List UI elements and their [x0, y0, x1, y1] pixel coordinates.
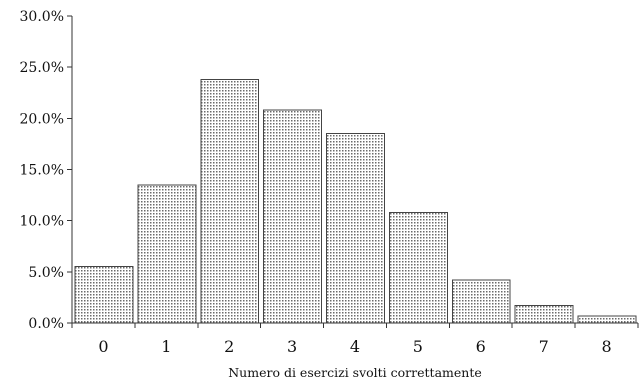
- x-tick-label-2: 2: [224, 337, 234, 356]
- x-tick-label-1: 1: [161, 337, 171, 356]
- bar-0: [74, 266, 134, 324]
- y-tick-label: 25.0%: [20, 60, 64, 76]
- y-tick-label: 15.0%: [20, 163, 64, 179]
- y-tick-label: 5.0%: [28, 265, 64, 281]
- bar-3: [263, 109, 323, 324]
- bar-8: [577, 315, 637, 324]
- y-tick-label: 30.0%: [20, 9, 64, 25]
- bar-6: [451, 279, 511, 324]
- y-tick-label: 10.0%: [20, 214, 64, 230]
- x-axis-ticks: 0 1 2 3 4 5 6 7 8: [71, 323, 639, 356]
- bar-4: [326, 133, 385, 324]
- x-tick-label-6: 6: [476, 337, 486, 356]
- x-tick-label-3: 3: [287, 337, 297, 356]
- bars-group: [74, 78, 637, 324]
- x-tick-label-5: 5: [413, 337, 423, 356]
- bar-7: [514, 305, 574, 324]
- y-tick-label: 0.0%: [28, 316, 64, 332]
- y-tick-label: 20.0%: [20, 111, 64, 127]
- x-axis-title: Numero di esercizi svolti correttamente: [228, 365, 482, 380]
- x-tick-label-0: 0: [98, 337, 108, 356]
- x-tick-label-4: 4: [350, 337, 360, 356]
- x-tick-label-8: 8: [601, 337, 611, 356]
- bar-2: [200, 78, 260, 324]
- x-tick-label-7: 7: [539, 337, 549, 356]
- bar-1: [137, 184, 197, 324]
- bar-5: [388, 211, 448, 324]
- y-axis-ticks: 0.0% 5.0% 10.0% 15.0% 20.0% 25.0% 30.0%: [20, 9, 72, 332]
